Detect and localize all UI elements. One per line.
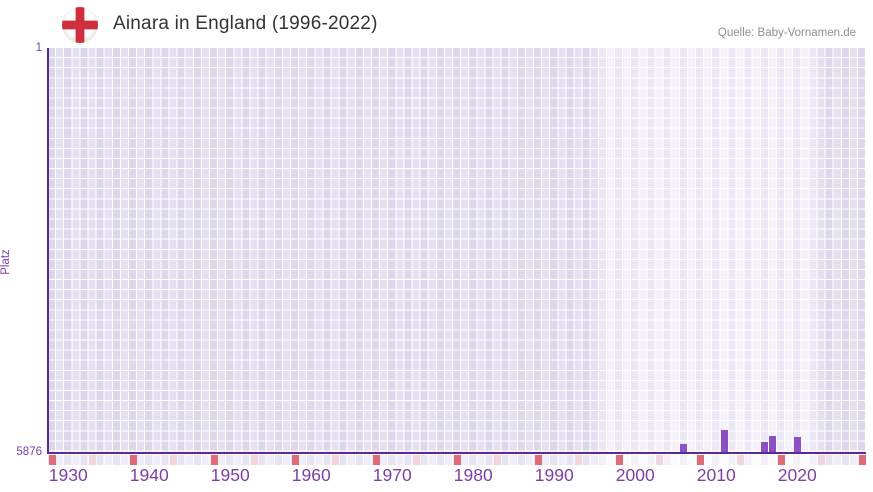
x-tick-label-1940: 1940 — [129, 465, 169, 485]
x-tick-label-2020: 2020 — [777, 465, 817, 485]
bar-2017[interactable] — [769, 436, 777, 452]
x-tick-label-1950: 1950 — [210, 465, 250, 485]
tick-mark-1933 — [89, 454, 97, 465]
tick-mark-2018 — [777, 454, 785, 465]
tick-mark-1958 — [291, 454, 299, 465]
tick-mark-1983 — [494, 454, 502, 465]
y-tick-label-bottom: 5876 — [16, 446, 42, 458]
y-axis-title: Platz — [0, 249, 12, 275]
x-tick-label-1970: 1970 — [372, 465, 412, 485]
tick-mark-1953 — [251, 454, 259, 465]
tick-mark-2003 — [656, 454, 664, 465]
bar-2020[interactable] — [793, 437, 801, 452]
bottom-tick-strip — [48, 454, 866, 465]
bar-2016[interactable] — [761, 442, 769, 452]
tick-mark-1988 — [534, 454, 542, 465]
tick-mark-1998 — [615, 454, 623, 465]
grid-lines — [48, 48, 866, 452]
tick-mark-1968 — [372, 454, 380, 465]
tick-mark-2023 — [818, 454, 826, 465]
x-tick-label-2000: 2000 — [615, 465, 655, 485]
bar-2006[interactable] — [680, 443, 688, 452]
plot-area — [48, 48, 866, 452]
y-tick-label-top: 1 — [35, 42, 42, 54]
x-tick-label-2010: 2010 — [696, 465, 736, 485]
tick-mark-2028 — [858, 454, 866, 465]
x-tick-label-1980: 1980 — [453, 465, 493, 485]
x-axis-line — [46, 451, 866, 454]
tick-mark-2008 — [696, 454, 704, 465]
page-title: Ainara in England (1996-2022) — [113, 13, 378, 34]
x-tick-label-1990: 1990 — [534, 465, 574, 485]
chart-header: Ainara in England (1996-2022) Quelle: Ba… — [0, 0, 873, 48]
tick-mark-1938 — [129, 454, 137, 465]
y-axis-line — [46, 48, 49, 454]
england-flag-icon — [62, 7, 98, 43]
tick-mark-1928 — [48, 454, 56, 465]
source-label: Quelle: Baby-Vornamen.de — [717, 27, 856, 39]
x-tick-label-1930: 1930 — [48, 465, 88, 485]
tick-mark-1963 — [332, 454, 340, 465]
tick-mark-1978 — [453, 454, 461, 465]
tick-mark-1973 — [413, 454, 421, 465]
tick-mark-1948 — [210, 454, 218, 465]
x-tick-label-1960: 1960 — [291, 465, 331, 485]
tick-mark-2013 — [737, 454, 745, 465]
bar-2011[interactable] — [720, 430, 728, 452]
tick-mark-1993 — [575, 454, 583, 465]
tick-mark-1943 — [170, 454, 178, 465]
